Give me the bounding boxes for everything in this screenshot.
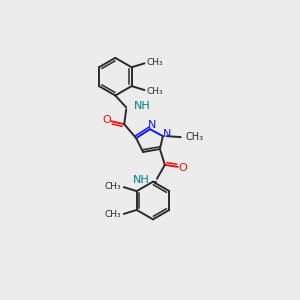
Text: NH: NH	[133, 175, 150, 185]
Text: O: O	[102, 115, 111, 125]
Text: CH₃: CH₃	[104, 182, 121, 191]
Text: CH₃: CH₃	[104, 210, 121, 219]
Text: N: N	[148, 120, 156, 130]
Text: NH: NH	[134, 101, 151, 111]
Text: CH₃: CH₃	[146, 87, 163, 96]
Text: CH₃: CH₃	[146, 58, 163, 67]
Text: CH₃: CH₃	[186, 132, 204, 142]
Text: O: O	[178, 163, 187, 173]
Text: N: N	[163, 129, 171, 139]
